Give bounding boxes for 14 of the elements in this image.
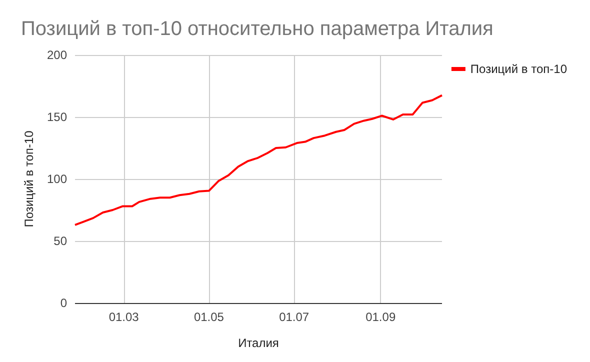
legend-label: Позиций в топ-10 [470,62,568,76]
x-tick-label: 01.03 [108,310,140,324]
x-axis-title: Италия [238,336,279,350]
x-tick-label: 01.07 [279,310,310,324]
y-axis-title: Позиций в топ-10 [22,130,36,228]
line-series [74,94,443,226]
chart-title: Позиций в топ-10 относительно параметра Италия [21,18,494,40]
y-tick-label: 100 [46,172,68,186]
y-tick-label: 50 [54,234,68,248]
y-tick-label: 0 [60,296,68,310]
y-tick-label: 150 [46,110,68,124]
x-tick-label: 01.05 [194,310,224,324]
x-tick-label: 01.09 [366,310,396,324]
y-tick-label: 200 [46,48,68,62]
